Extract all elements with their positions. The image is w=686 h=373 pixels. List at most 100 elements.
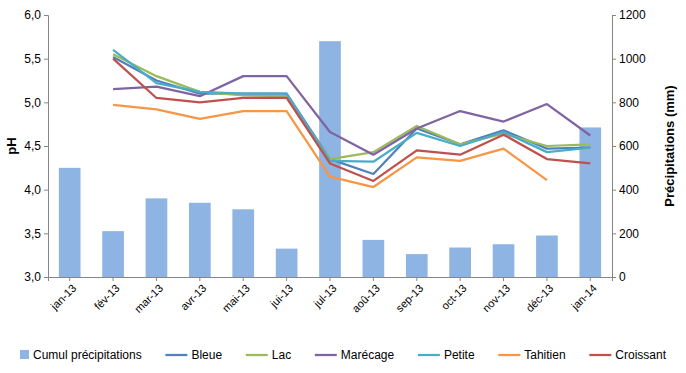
x-tick-mark — [460, 277, 461, 281]
x-tick-label: mai-13 — [220, 282, 252, 314]
legend-label: Cumul précipitations — [33, 348, 142, 362]
x-tick-mark — [416, 277, 417, 281]
x-tick-mark — [199, 277, 200, 281]
y-tick-label: 5,0 — [24, 96, 41, 110]
x-tick-label: fév-13 — [92, 282, 122, 312]
y2-tick-label: 1000 — [619, 52, 646, 66]
legend-item: Bleue — [165, 348, 222, 362]
legend-swatch — [589, 354, 611, 356]
y-tick-label: 4,0 — [24, 183, 41, 197]
line — [113, 50, 590, 162]
x-tick-label: oct-13 — [439, 282, 469, 312]
y2-tick-label: 200 — [619, 227, 639, 241]
y2-tick: 800 — [612, 96, 639, 110]
axis-line — [44, 16, 49, 278]
x-tick: jul-13 — [310, 277, 338, 310]
legend-swatch — [315, 354, 337, 356]
bar — [189, 203, 211, 277]
x-tick: aoû-13 — [349, 277, 382, 315]
y2-tick-label: 800 — [619, 96, 639, 110]
y-tick: 4,5 — [24, 139, 48, 153]
legend-label: Bleue — [191, 348, 222, 362]
y2-tick: 1200 — [612, 8, 646, 22]
x-tick-mark — [373, 277, 374, 281]
bar — [276, 249, 298, 277]
axis-line — [49, 278, 613, 282]
y-tick-label: 4,5 — [24, 139, 41, 153]
x-tick-mark — [330, 277, 331, 281]
legend-label: Petite — [444, 348, 475, 362]
bar — [536, 236, 558, 277]
x-tick-label: jui-13 — [267, 282, 295, 310]
x-tick-label: jan-13 — [48, 282, 79, 313]
x-tick-mark — [69, 277, 70, 281]
y-tick-mark — [44, 277, 48, 278]
y-axis: 3,0 3,5 4,0 4,5 5,0 5,5 6,0 — [24, 8, 48, 284]
plot: 3,0 3,5 4,0 4,5 5,0 5,5 6,0 0 200 400 600 800 1000 12… — [24, 8, 646, 315]
legend-item: Cumul précipitations — [20, 348, 142, 362]
line — [113, 105, 547, 187]
y-axis-title: pH — [4, 137, 19, 154]
y-tick: 4,0 — [24, 183, 48, 197]
y-tick: 3,0 — [24, 270, 48, 284]
bar — [449, 248, 471, 277]
legend-label: Tahitien — [524, 348, 565, 362]
y2-tick-label: 1200 — [619, 8, 646, 22]
y-tick: 6,0 — [24, 8, 48, 22]
y-tick: 5,0 — [24, 96, 48, 110]
x-tick-mark — [243, 277, 244, 281]
x-tick: jui-13 — [267, 277, 295, 310]
y2-tick: 600 — [612, 139, 639, 153]
x-tick-mark — [156, 277, 157, 281]
y2-tick-label: 400 — [619, 183, 639, 197]
y2-tick-label: 0 — [619, 270, 626, 284]
marks — [59, 41, 601, 277]
y2-tick: 1000 — [612, 52, 646, 66]
y2-tick-mark — [612, 59, 616, 60]
x-tick: jan-14 — [568, 277, 599, 313]
bar — [146, 198, 168, 277]
x-tick-mark — [546, 277, 547, 281]
y2-tick-label: 600 — [619, 139, 639, 153]
x-tick: nov-13 — [480, 277, 512, 314]
x-tick: sep-13 — [393, 277, 425, 314]
x-tick-mark — [113, 277, 114, 281]
legend-item: Tahitien — [498, 348, 565, 362]
x-tick-mark — [286, 277, 287, 281]
axis-line — [613, 16, 617, 278]
y-tick-mark — [44, 146, 48, 147]
x-tick-mark — [590, 277, 591, 281]
legend-swatch — [498, 354, 520, 356]
y-tick-label: 3,0 — [24, 270, 41, 284]
y2-tick: 0 — [612, 270, 626, 284]
y-tick: 5,5 — [24, 52, 48, 66]
line — [113, 59, 590, 181]
y-tick-label: 5,5 — [24, 52, 41, 66]
legend-item: Lac — [246, 348, 291, 362]
y2-tick-mark — [612, 233, 616, 234]
y2-axis-title: Précipitations (mm) — [662, 85, 677, 206]
legend-swatch — [165, 354, 187, 356]
legend-item: Croissant — [589, 348, 666, 362]
x-tick-label: nov-13 — [480, 282, 512, 314]
bar — [493, 244, 515, 277]
legend-swatch — [418, 354, 440, 356]
bar — [406, 254, 428, 277]
y-tick: 3,5 — [24, 227, 48, 241]
bar — [579, 127, 601, 277]
legend-swatch — [20, 350, 29, 359]
y2-tick-mark — [612, 190, 616, 191]
y2-tick: 400 — [612, 183, 639, 197]
y-tick-mark — [44, 15, 48, 16]
x-tick-label: sep-13 — [393, 282, 425, 314]
y-tick-mark — [44, 102, 48, 103]
x-tick-label: mar-13 — [132, 282, 165, 315]
y2-tick: 200 — [612, 227, 639, 241]
bar — [232, 209, 254, 277]
x-tick-label: avr-13 — [178, 282, 209, 313]
legend: Cumul précipitations Bleue Lac Marécage Peti… — [20, 348, 667, 362]
legend-label: Marécage — [341, 348, 395, 362]
x-tick: mar-13 — [132, 277, 165, 315]
bar-series — [59, 41, 601, 277]
x-tick: mai-13 — [220, 277, 252, 314]
